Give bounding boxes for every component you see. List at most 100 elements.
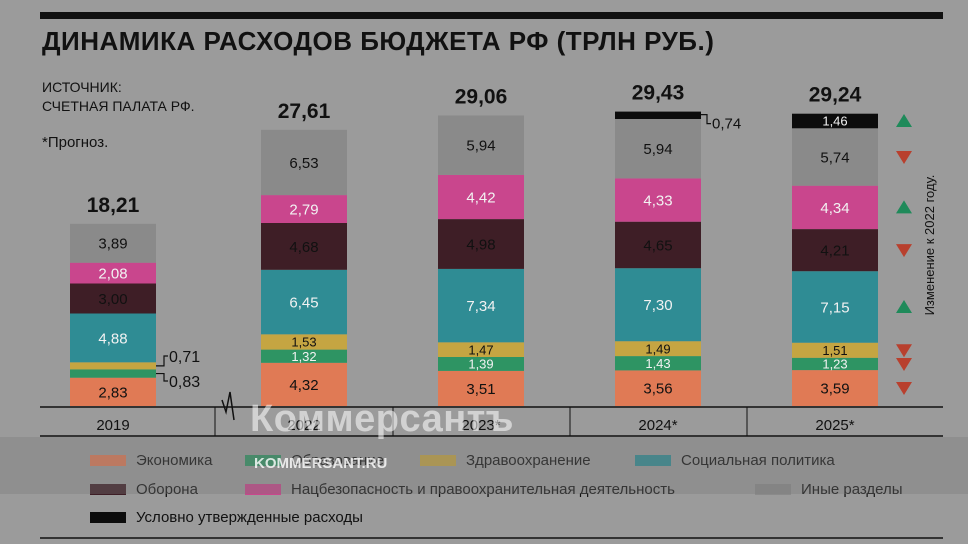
data-label: 7,15 (820, 299, 849, 316)
bar-segment (615, 268, 701, 342)
category-label: 2024* (638, 417, 677, 434)
data-label: 1,53 (291, 335, 316, 350)
data-label: 5,94 (466, 138, 495, 155)
legend-label: Образование (291, 452, 384, 469)
data-label: 1,39 (468, 357, 493, 372)
legend-swatch (90, 484, 126, 495)
bar-segment (438, 357, 524, 371)
bar-segment (70, 313, 156, 363)
data-label: 4,32 (289, 377, 318, 394)
legend-swatch (420, 455, 456, 466)
axis-break-mark (221, 391, 235, 421)
total-label: 18,21 (87, 194, 140, 217)
legend-item: Здравоохранение (420, 452, 591, 469)
bar-segment (70, 362, 156, 370)
bar-segment (792, 370, 878, 406)
data-label: 4,34 (820, 200, 849, 217)
bar-segment (70, 262, 156, 284)
bar-segment (261, 223, 347, 270)
source-note: ИСТОЧНИК: СЧЕТНАЯ ПАЛАТА РФ. (42, 78, 194, 116)
data-label: 3,89 (98, 236, 127, 253)
data-label: 2,08 (98, 266, 127, 283)
data-label: 5,94 (643, 141, 672, 158)
bar-segment (615, 111, 701, 119)
source-line-1: ИСТОЧНИК: (42, 79, 122, 95)
down-arrow-icon (896, 151, 912, 164)
bar-segment (438, 115, 524, 175)
bar-segment (438, 268, 524, 343)
data-label: 2,79 (289, 201, 318, 218)
callout-line (701, 114, 711, 125)
legend-label: Иные разделы (801, 481, 903, 498)
down-arrow-icon (896, 244, 912, 258)
data-label: 3,51 (466, 381, 495, 398)
bar-segment (261, 129, 347, 196)
data-label: 1,32 (291, 349, 316, 364)
total-label: 29,24 (809, 84, 862, 107)
legend-item: Экономика (90, 452, 212, 469)
legend-label: Оборона (136, 481, 198, 498)
legend-label: Здравоохранение (466, 452, 591, 469)
data-label: 7,34 (466, 298, 495, 315)
bar-segment (438, 370, 524, 406)
up-arrow-icon (896, 200, 912, 214)
bar-segment (792, 113, 878, 129)
bar-segment (792, 342, 878, 358)
data-label: 1,51 (822, 343, 847, 358)
bar-segment (70, 369, 156, 378)
source-line-2: СЧЕТНАЯ ПАЛАТА РФ. (42, 98, 195, 114)
data-label: 4,68 (289, 239, 318, 256)
bar-segment (792, 229, 878, 272)
callout-label: 0,71 (169, 349, 200, 366)
data-label: 1,49 (645, 341, 670, 356)
bar-segment (615, 178, 701, 222)
legend-label: Экономика (136, 452, 213, 469)
total-label: 27,61 (278, 100, 331, 123)
data-label: 5,74 (820, 149, 849, 166)
total-label: 29,06 (455, 86, 508, 109)
watermark-band (0, 437, 968, 494)
bar-segment (261, 195, 347, 223)
bar-segment (261, 349, 347, 363)
data-label: 4,88 (98, 330, 127, 347)
callout-label: 0,83 (169, 374, 200, 391)
legend-item: Нацбезопасность и правоохранительная дея… (245, 481, 675, 498)
down-arrow-icon (896, 357, 912, 371)
legend-swatch (245, 455, 281, 466)
legend-label: Нацбезопасность и правоохранительная дея… (291, 481, 675, 498)
bar-segment (615, 119, 701, 179)
bar-segment (615, 356, 701, 371)
legend-item: Оборона (90, 481, 198, 498)
bar-segment (438, 342, 524, 357)
data-label: 7,30 (643, 297, 672, 314)
data-label: 4,42 (466, 189, 495, 206)
data-label: 1,43 (645, 356, 670, 371)
category-label: 2019 (96, 417, 129, 434)
top-rule (40, 12, 943, 19)
bar-segment (792, 185, 878, 230)
data-label: 1,23 (822, 357, 847, 372)
legend-item: Условно утвержденные расходы (90, 509, 363, 526)
down-arrow-icon (896, 344, 912, 358)
bar-segment (261, 334, 347, 350)
data-label: 3,56 (643, 381, 672, 398)
callout-label: 0,74 (712, 116, 741, 133)
bar-segment (792, 128, 878, 186)
legend-item: Образование (245, 452, 384, 469)
watermark-site: KOMMERSANT.RU (254, 455, 388, 472)
callout-line (156, 372, 168, 382)
data-label: 4,33 (643, 192, 672, 209)
legend-label: Социальная политика (681, 452, 835, 469)
data-label: 3,59 (820, 380, 849, 397)
bar-segment (261, 362, 347, 406)
data-label: 3,00 (98, 291, 127, 308)
data-label: 1,46 (822, 114, 847, 129)
bar-segment (615, 370, 701, 406)
down-arrow-icon (896, 382, 912, 396)
up-arrow-icon (896, 299, 912, 313)
bar-segment (438, 219, 524, 269)
watermark-brand: Коммерсантъ (250, 398, 514, 440)
data-label: 6,45 (289, 294, 318, 311)
